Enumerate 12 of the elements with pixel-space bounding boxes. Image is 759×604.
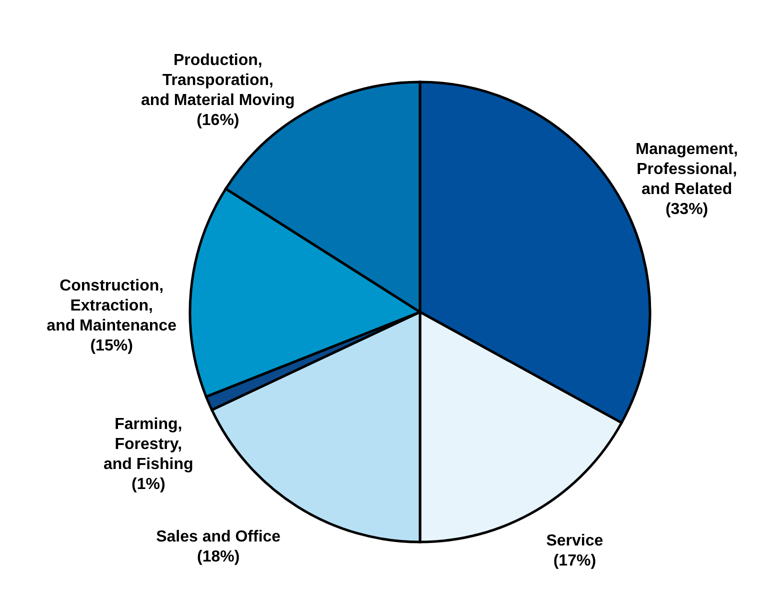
slice-label: Production, Transporation, and Material Moving [141,52,295,109]
slice-label: Sales and Office [156,528,281,546]
data-label: (16%) [196,112,240,129]
data-label: (18%) [196,548,240,566]
slice-label: Management, Professional, and Related [636,140,738,198]
slice-label: Farming, Forestry, and Fishing [104,416,194,473]
data-label: (17%) [553,552,596,570]
slice-label: Construction, Extraction, and Maintenance [46,277,177,334]
data-label: (15%) [90,337,133,354]
data-label: (33%) [665,200,708,218]
data-label: (1%) [132,476,166,493]
slice-label: Service [546,532,604,550]
